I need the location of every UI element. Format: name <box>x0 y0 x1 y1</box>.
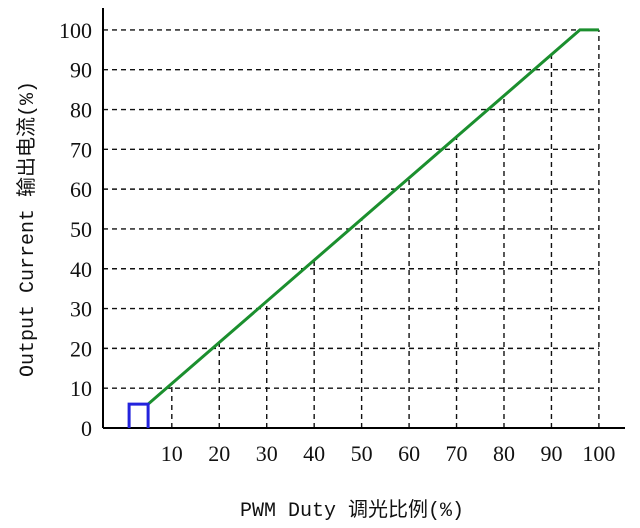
y-tick-label: 40 <box>70 257 92 282</box>
y-tick-label: 60 <box>70 177 92 202</box>
y-tick-label: 80 <box>70 98 92 123</box>
y-tick-label: 30 <box>70 297 92 322</box>
series-layer <box>127 28 599 428</box>
y-tick-label: 100 <box>59 18 92 43</box>
y-tick-label: 10 <box>70 376 92 401</box>
x-axis-label: PWM Duty 调光比例(%) <box>240 498 464 523</box>
y-tick-label: 50 <box>70 217 92 242</box>
x-tick-label: 70 <box>446 441 468 466</box>
tick-label-layer: 0 10 20 30 40 50 60 70 80 90 100 10 20 30 40 50 60 70 80 90… <box>59 18 615 466</box>
x-tick-label: 90 <box>540 441 562 466</box>
y-axis-label: Output Current 输出电流(%) <box>15 81 40 377</box>
x-tick-label: 10 <box>161 441 183 466</box>
x-tick-label: 50 <box>351 441 373 466</box>
y-tick-label: 20 <box>70 336 92 361</box>
x-tick-label: 60 <box>398 441 420 466</box>
y-tick-label: 90 <box>70 58 92 83</box>
x-tick-label: 80 <box>493 441 515 466</box>
axis-layer <box>102 8 625 429</box>
y-tick-label: 0 <box>81 416 92 441</box>
x-tick-label: 20 <box>208 441 230 466</box>
series-line <box>147 28 599 406</box>
pulse-symbol <box>127 402 150 428</box>
x-tick-label: 30 <box>256 441 278 466</box>
y-tick-label: 70 <box>70 137 92 162</box>
x-tick-label: 40 <box>303 441 325 466</box>
x-tick-label: 100 <box>582 441 615 466</box>
